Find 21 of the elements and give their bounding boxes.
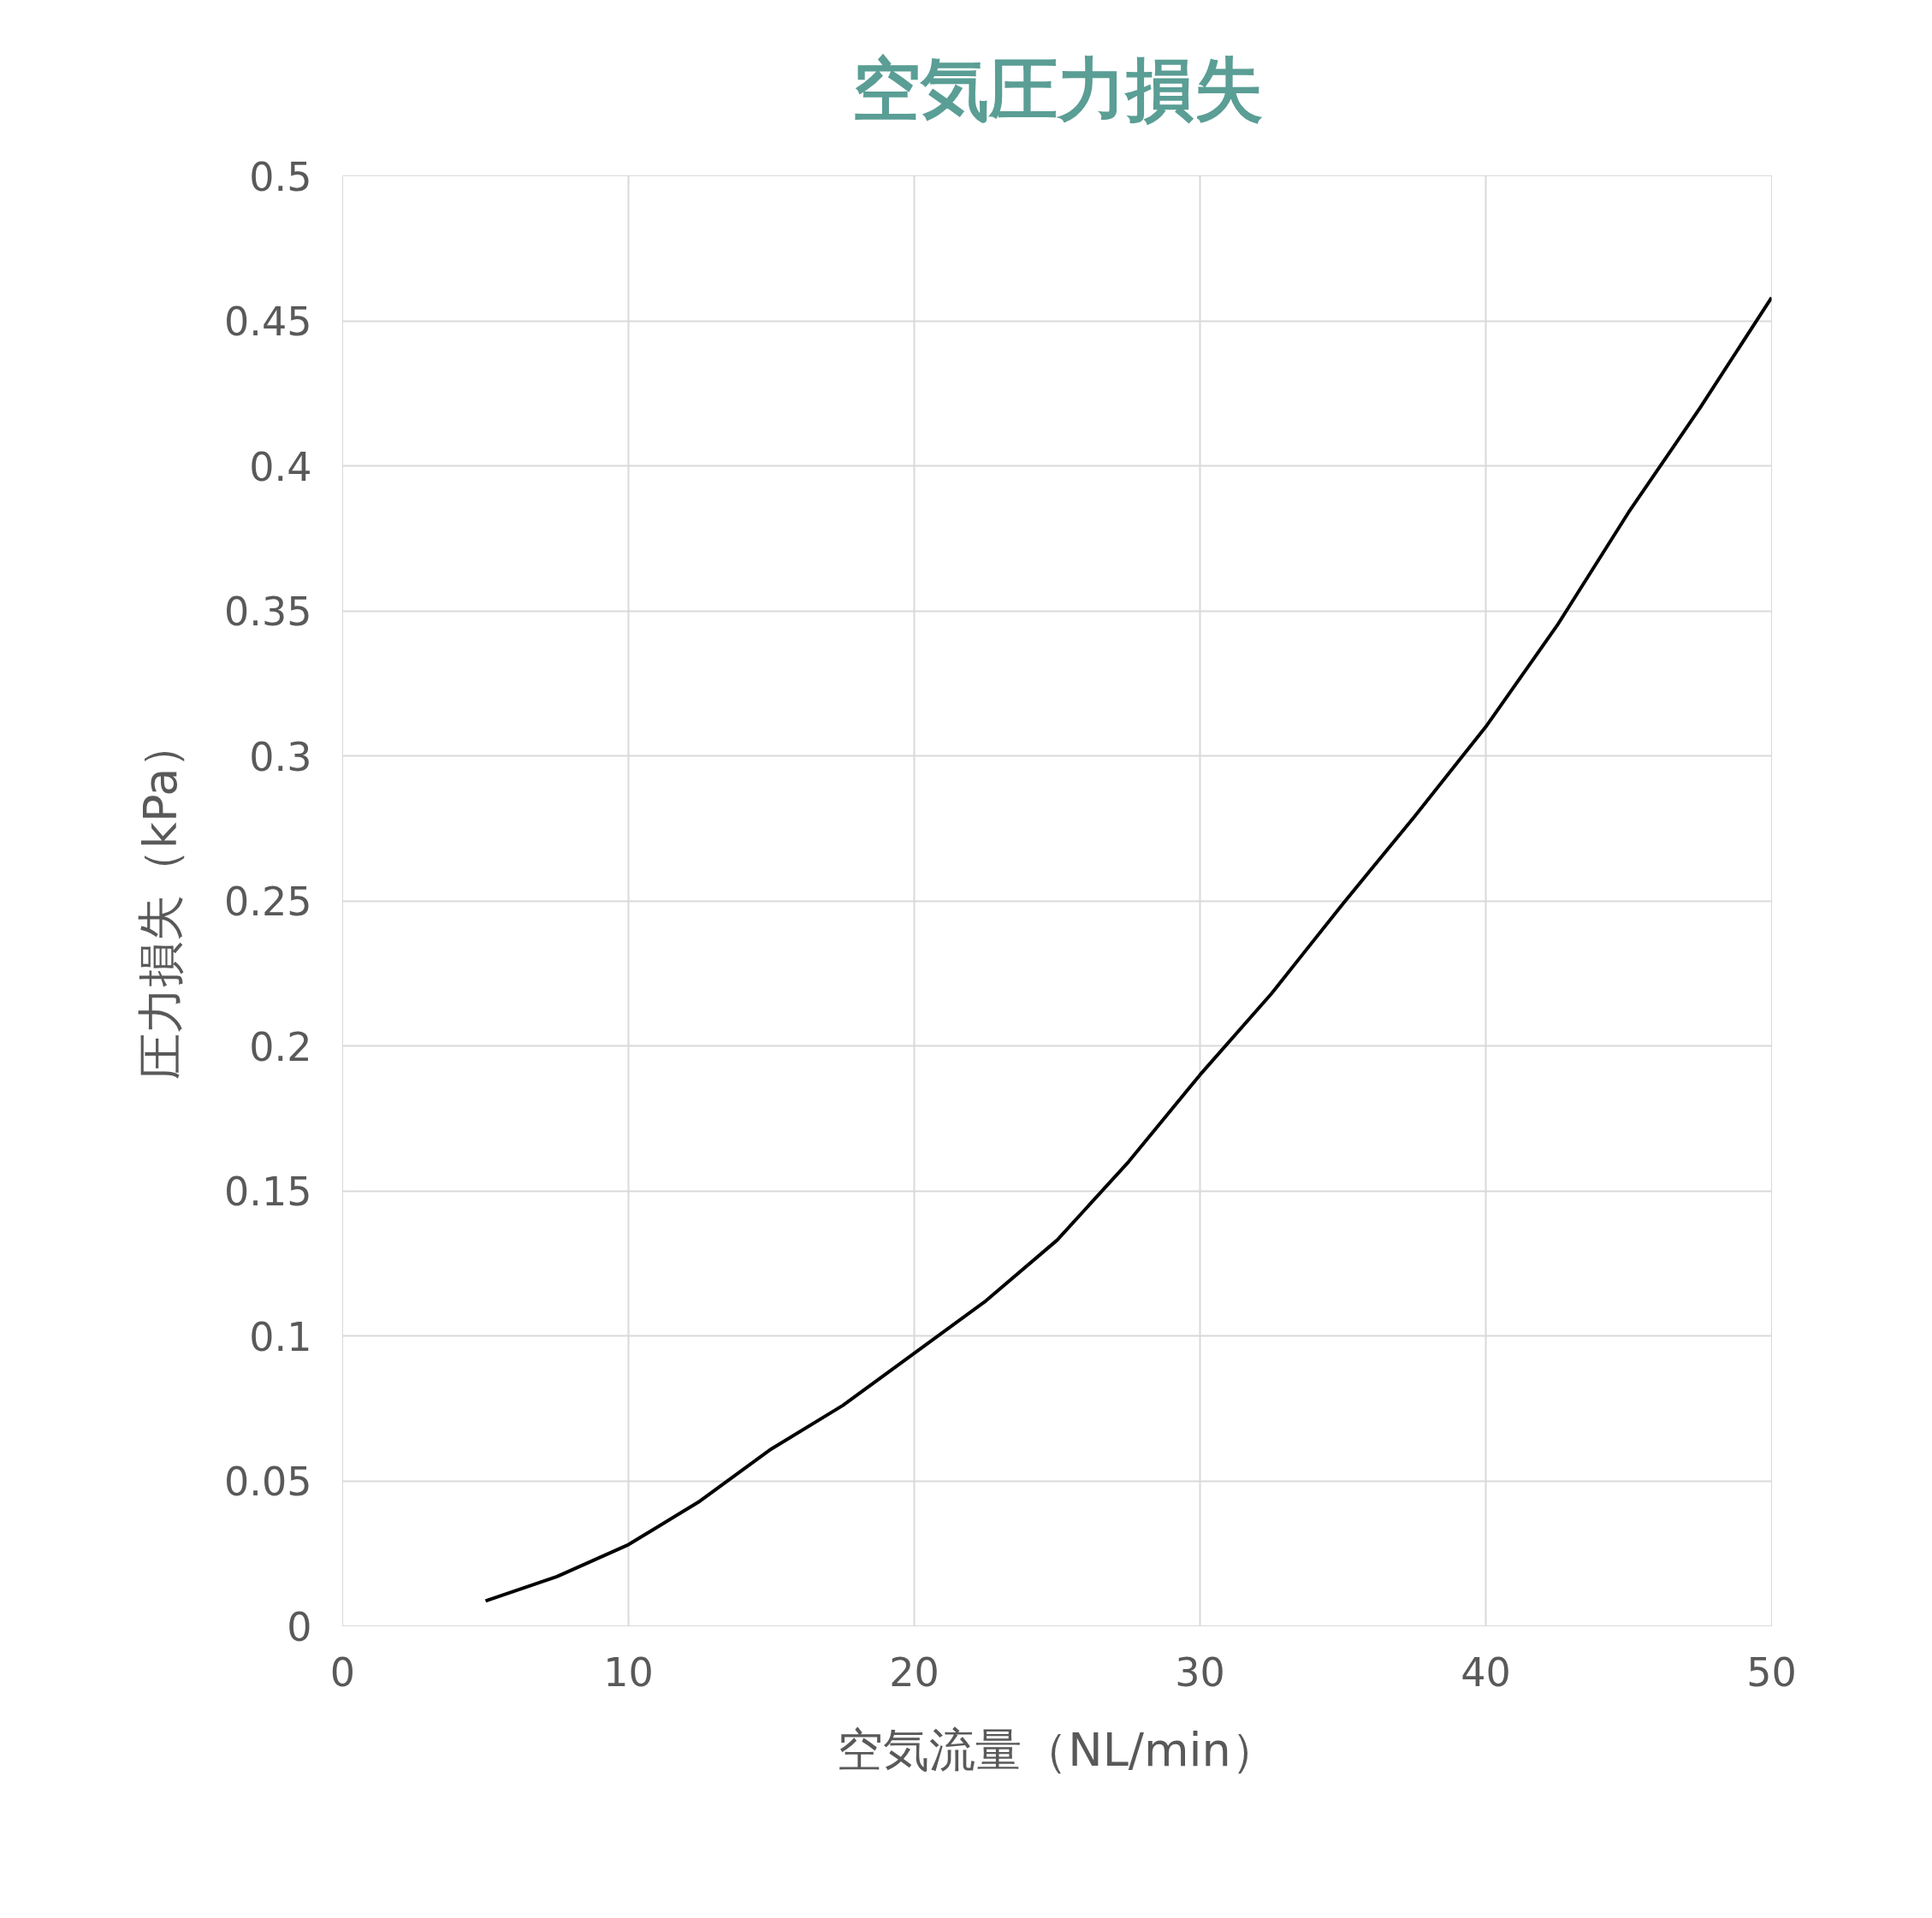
y-tick-label: 0.45 xyxy=(224,299,312,345)
y-tick-label: 0.25 xyxy=(224,879,312,925)
x-tick-label: 10 xyxy=(603,1649,654,1696)
y-tick-label: 0.35 xyxy=(224,589,312,635)
x-tick-label: 30 xyxy=(1175,1649,1225,1696)
x-tick-label: 50 xyxy=(1746,1649,1797,1696)
y-tick-label: 0.2 xyxy=(249,1023,312,1070)
y-tick-label: 0.15 xyxy=(224,1169,312,1215)
x-axis-title: 空気流量（NL/min） xyxy=(837,1722,1277,1777)
chart-title: 空気圧力損失 xyxy=(851,49,1263,129)
x-tick-label: 0 xyxy=(329,1649,356,1696)
line-series xyxy=(483,295,1772,1603)
y-tick-label: 0.3 xyxy=(249,733,312,780)
y-tick-label: 0.1 xyxy=(249,1313,312,1360)
y-tick-label: 0 xyxy=(287,1603,312,1650)
y-tick-label: 0.4 xyxy=(249,443,312,490)
y-tick-label: 0.05 xyxy=(224,1459,312,1505)
x-tick-label: 20 xyxy=(889,1649,939,1696)
x-tick-label: 40 xyxy=(1461,1649,1511,1696)
y-axis-title: 圧力損失（kPa） xyxy=(133,721,188,1080)
y-tick-label: 0.5 xyxy=(249,153,312,200)
